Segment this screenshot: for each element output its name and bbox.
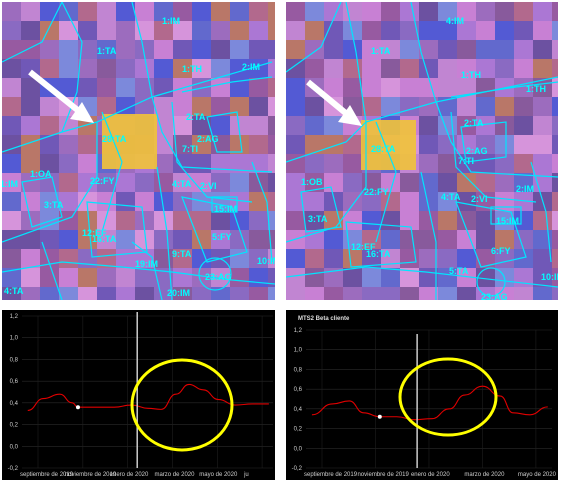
map-left-svg: 1:IM 1:TA 1:TH 2:IM 2:TA 28:TA 2:AG7:TI 4:TA 22:… [2,2,275,300]
y-tick-label: 0,0 [294,446,303,452]
y-tick-label: 0,8 [10,357,19,363]
parcel-label: 1:OB [301,177,323,187]
highlight-pixel-block [361,120,416,170]
parcel-label: 5:TA [449,266,469,276]
parcel-label: 2:IM [516,184,534,194]
parcel-label: 2:VI [200,181,217,191]
x-tick-label: ju [243,472,249,478]
selected-point-marker [377,414,382,419]
parcel-label: 2:AG [466,146,488,156]
parcel-label: 1:OA [30,169,52,179]
y-tick-label: 0,4 [294,407,303,413]
y-tick-label: 1,0 [10,336,19,342]
parcel-label: 15:IM [214,204,237,214]
parcel-label: 1:TA [371,46,391,56]
parcel-label: 4:TA [441,192,461,202]
x-tick-label: marzo de 2020 [154,472,195,478]
parcel-boundaries [286,2,558,300]
parcel-label: 9:TA [172,249,192,259]
parcel-label: 2:TA [186,112,206,122]
satellite-map-right[interactable]: 4:IM 1:TA 1:TH 1:TH 2:TA 28:TA 2:AG 7:TI 4:TA 22:… [286,2,558,300]
parcel-label: 23:AG [205,272,232,282]
y-tick-label: 0,6 [10,379,19,385]
parcel-label: 22:FY [90,176,115,186]
y-tick-label: 1,2 [10,314,19,320]
parcel-label: 15:IM [496,216,519,226]
y-tick-label: 0,0 [10,444,19,450]
parcel-label: 2:TA [464,118,484,128]
parcel-label: 20:IM [167,288,190,298]
parcel-label: 1:TA [97,46,117,56]
parcel-label: 12:EF [351,242,376,252]
satellite-map-left[interactable]: 1:IM 1:TA 1:TH 2:IM 2:TA 28:TA 2:AG 7:TI 4:TA 22:… [2,2,275,300]
y-tick-label: 0,6 [294,387,303,393]
parcel-label: 2:IM [242,62,260,72]
parcel-label: 1:TH [461,70,481,80]
time-series-chart-right[interactable]: MTS2 Beta cliente 1,2 1,0 0,8 0,6 0,4 0,2 0,0 -… [286,310,558,480]
y-tick-label: 0,2 [10,423,19,429]
parcel-label: 3:TA [308,214,328,224]
parcel-label: 1:IM [162,16,180,26]
parcel-label: 7:TI [458,156,474,166]
parcel-boundaries [2,2,275,300]
parcel-label: 12:EF [82,228,107,238]
x-tick-label: septiembre de 2019 [20,472,74,478]
y-tick-label: -0,2 [292,466,303,472]
parcel-label: 5:FY [212,232,232,242]
x-tick-label: enero de 2020 [411,472,450,478]
parcel-label: 22:FY [364,187,389,197]
y-tick-label: -0,2 [8,466,19,472]
parcel-label: 23:AG [481,292,508,300]
y-tick-label: 0,4 [10,401,19,407]
chart-title: MTS2 Beta cliente [298,316,350,322]
pixel-grid [286,2,558,300]
time-series-chart-left[interactable]: 1,2 1,0 0,8 0,6 0,4 0,2 0,0 -0,2 septiembre de 2… [2,310,275,480]
parcel-label: 1:TH [526,84,546,94]
map-right-svg: 4:IM 1:TA 1:TH 1:TH 2:TA 28:TA 2:AG7:TI 4:TA 22:… [286,2,558,300]
parcel-label: 10:IM [541,272,558,282]
parcel-label: 10:IM [257,256,275,266]
y-tick-label: 1,0 [294,348,303,354]
parcel-label: 2:VI [471,194,488,204]
parcel-label: 4:TA [4,286,24,296]
parcel-label: 1:IM [2,179,18,189]
parcel-label: 28:TA [371,144,396,154]
parcel-label: 16:TA [366,249,391,259]
x-tick-label: noviembre de 2019 [357,472,409,478]
x-tick-label: enero de 2020 [110,472,149,478]
highlight-ellipse [130,358,234,452]
selected-point-marker [75,405,80,410]
parcel-label: 6:FY [491,246,511,256]
series-line [311,385,548,421]
x-tick-label: marzo de 2020 [464,472,505,478]
parcel-label: 2:AG [197,134,219,144]
parcel-label: 28:TA [102,134,127,144]
parcel-label: 4:IM [446,16,464,26]
x-tick-label: noviembre de 2019 [65,472,117,478]
highlight-ellipse [398,357,498,437]
parcel-labels: 4:IM 1:TA 1:TH 1:TH 2:TA 28:TA 2:AG7:TI 4:TA 22:… [301,16,558,300]
parcel-label: 1:TH [182,64,202,74]
x-tick-label: mayo de 2020 [518,472,557,478]
pointer-arrow [28,69,94,123]
x-tick-label: septiembre de 2019 [304,472,358,478]
parcel-labels: 1:IM 1:TA 1:TH 2:IM 2:TA 28:TA 2:AG7:TI 4:TA 22:… [2,16,275,298]
y-tick-label: 0,2 [294,427,303,433]
series-line [27,383,269,412]
highlight-pixel-block [102,114,157,169]
parcel-label: 4:TA [172,179,192,189]
y-tick-label: 1,2 [294,328,303,334]
parcel-label: 3:TA [44,200,64,210]
y-tick-label: 0,8 [294,367,303,373]
parcel-label: 16:TA [92,234,117,244]
pointer-arrow [306,79,362,126]
parcel-label: 7:TI [182,144,198,154]
x-tick-label: mayo de 2020 [199,472,238,478]
parcel-label: 19:IM [135,259,158,269]
